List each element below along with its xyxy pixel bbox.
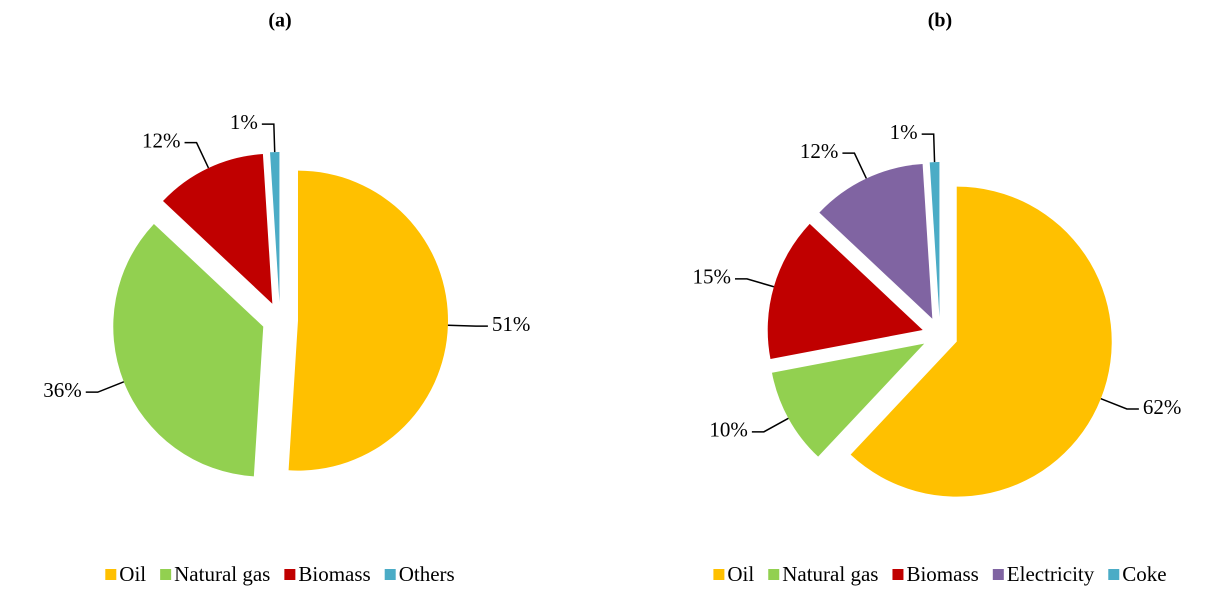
pie-slice xyxy=(929,162,940,318)
legend-swatch xyxy=(713,569,725,580)
leader-line xyxy=(734,278,775,288)
legend-label: Biomass xyxy=(298,562,370,586)
legend-swatch xyxy=(892,569,904,580)
leader-line xyxy=(921,133,936,163)
leader-line xyxy=(261,123,276,153)
pie-slice xyxy=(113,223,264,477)
leader-line xyxy=(751,417,789,433)
leader-line xyxy=(447,324,488,327)
legend-swatch xyxy=(284,569,296,580)
legend-swatch xyxy=(384,569,396,580)
legend-label: Oil xyxy=(119,562,146,586)
pie-slice xyxy=(850,186,1112,497)
legend-label: Electricity xyxy=(1007,562,1095,586)
chart-title: (b) xyxy=(928,10,952,32)
data-label: 15% xyxy=(692,265,731,289)
pie-slice xyxy=(162,154,273,304)
legend-swatch xyxy=(1108,569,1120,580)
data-label: 36% xyxy=(43,378,82,402)
pie-slice xyxy=(767,223,923,360)
data-label: 10% xyxy=(709,418,748,442)
legend-label: Biomass xyxy=(906,562,978,586)
legend-swatch xyxy=(992,569,1004,580)
legend-label: Natural gas xyxy=(174,562,270,586)
chart-title: (a) xyxy=(268,10,291,32)
legend-label: Oil xyxy=(727,562,754,586)
data-label: 1% xyxy=(230,110,258,134)
pie-slice xyxy=(771,343,925,457)
pie-slice xyxy=(819,164,933,319)
data-label: 1% xyxy=(890,120,918,144)
legend-label: Coke xyxy=(1122,562,1166,586)
legend-label: Others xyxy=(399,562,455,586)
data-label: 12% xyxy=(142,128,181,152)
leader-line xyxy=(1100,397,1139,410)
data-label: 62% xyxy=(1143,395,1182,419)
pie-slice xyxy=(270,152,280,303)
data-label: 12% xyxy=(800,139,839,163)
legend-swatch xyxy=(768,569,780,580)
pie-slice xyxy=(288,170,448,471)
legend-swatch xyxy=(160,569,172,580)
leader-line xyxy=(85,381,125,393)
data-label: 51% xyxy=(492,312,531,336)
legend-label: Natural gas xyxy=(782,562,878,586)
legend-swatch xyxy=(105,569,117,580)
leader-line xyxy=(184,141,210,169)
leader-line xyxy=(842,152,868,179)
